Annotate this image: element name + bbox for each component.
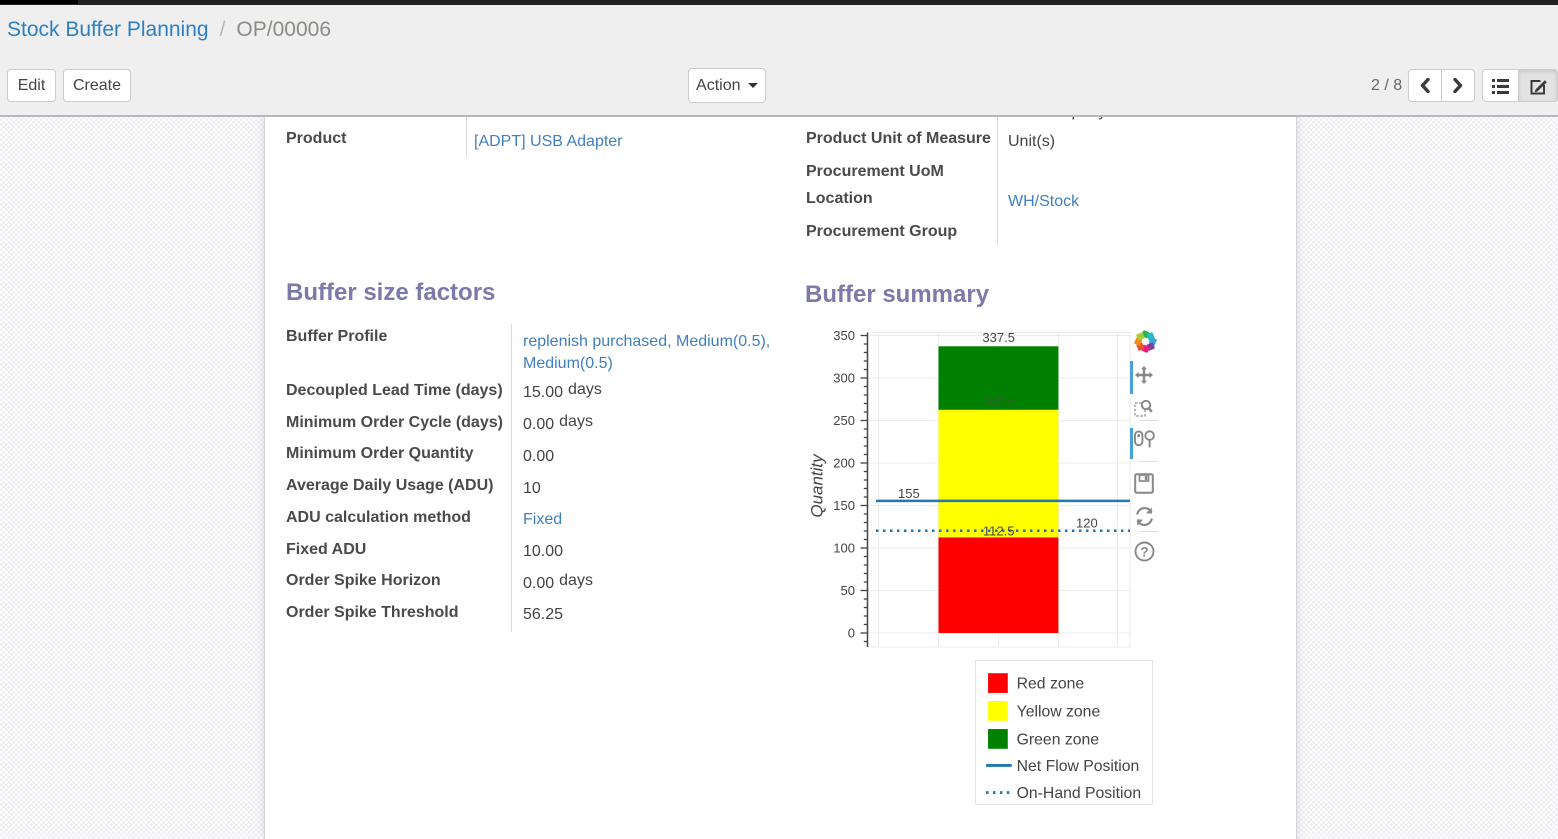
svg-text:200: 200 [833, 456, 855, 471]
svg-text:120: 120 [1076, 516, 1098, 531]
svg-text:112.5: 112.5 [983, 524, 1015, 539]
svg-text:On-Hand Position: On-Hand Position [1017, 785, 1141, 802]
svg-text:100: 100 [833, 541, 855, 556]
svg-text:Red zone: Red zone [1017, 676, 1085, 693]
svg-text:300: 300 [833, 371, 855, 386]
svg-text:50: 50 [841, 583, 855, 598]
svg-text:Yellow zone: Yellow zone [1017, 703, 1101, 720]
svg-text:337.5: 337.5 [982, 330, 1015, 345]
svg-text:Net Flow Position: Net Flow Position [1017, 758, 1140, 775]
svg-text:262.5: 262.5 [982, 394, 1015, 409]
svg-text:150: 150 [833, 498, 855, 513]
svg-text:250: 250 [833, 413, 855, 428]
svg-text:350: 350 [833, 328, 855, 343]
svg-text:Green zone: Green zone [1017, 731, 1100, 748]
svg-text:?: ? [1140, 544, 1148, 559]
svg-text:0: 0 [848, 626, 855, 641]
svg-text:Quantity: Quantity [808, 453, 827, 518]
svg-text:155: 155 [898, 486, 920, 501]
